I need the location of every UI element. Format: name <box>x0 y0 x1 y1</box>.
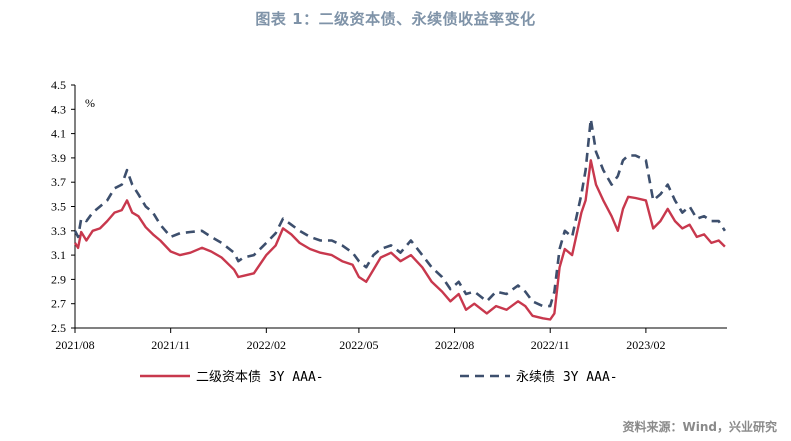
y-tick-label: 4.5 <box>51 78 66 92</box>
y-axis: 2.5 2.7 2.9 3.1 3.3 3.5 3.7 3.9 4.1 4.3 4.5% <box>51 78 95 335</box>
chart-title: 图表 1：二级资本债、永续债收益率变化 <box>255 10 536 28</box>
y-tick-label: 4.1 <box>51 127 66 141</box>
legend: 二级资本债 3Y AAA- 永续债 3Y AAA- <box>140 370 618 385</box>
x-tick-label: 2021/11 <box>151 338 190 352</box>
source-note: 资料来源：Wind，兴业研究 <box>622 420 777 434</box>
x-tick-label: 2022/08 <box>435 338 474 352</box>
x-tick-label: 2023/02 <box>626 338 665 352</box>
y-tick-label: 3.7 <box>51 175 66 189</box>
y-tick-label: 4.3 <box>51 102 66 116</box>
y-tick-label: 3.1 <box>51 248 66 262</box>
y-tick-label: 2.5 <box>51 321 66 335</box>
y-tick-label: 2.9 <box>51 272 66 286</box>
y-tick-label: 3.9 <box>51 151 66 165</box>
series-layer <box>73 117 726 321</box>
legend-label-2: 永续债 3Y AAA- <box>516 370 618 385</box>
x-tick-label: 2022/02 <box>247 338 286 352</box>
y-unit-label: % <box>85 96 95 110</box>
x-tick-label: 2022/11 <box>531 338 570 352</box>
series-line-2 <box>73 117 726 308</box>
series-line-1 <box>73 159 726 321</box>
y-tick-label: 3.3 <box>51 224 66 238</box>
x-axis: 2021/08 2021/11 2022/02 2022/05 2022/08 2022/… <box>55 327 727 352</box>
x-tick-label: 2022/05 <box>339 338 378 352</box>
x-tick-label: 2021/08 <box>55 338 94 352</box>
y-tick-label: 3.5 <box>51 200 66 214</box>
y-tick-label: 2.7 <box>51 297 66 311</box>
legend-label-1: 二级资本债 3Y AAA- <box>196 370 324 385</box>
